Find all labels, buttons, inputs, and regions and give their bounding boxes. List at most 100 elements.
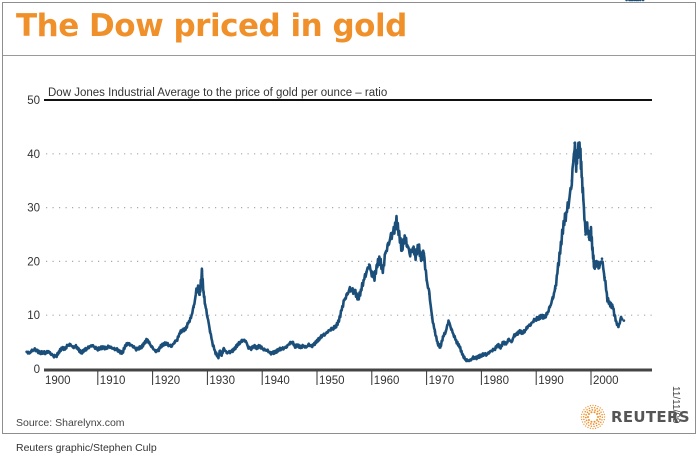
data-point bbox=[225, 351, 228, 355]
logo-dot bbox=[589, 422, 592, 425]
data-point bbox=[373, 276, 376, 279]
data-point bbox=[600, 257, 604, 261]
data-point bbox=[293, 345, 297, 348]
data-point bbox=[214, 351, 217, 355]
data-point bbox=[30, 349, 34, 353]
graphic-credit: Reuters graphic/Stephen Culp bbox=[16, 442, 157, 454]
data-point bbox=[323, 332, 327, 336]
data-point bbox=[597, 265, 601, 269]
data-point bbox=[554, 287, 557, 290]
data-point bbox=[159, 345, 163, 348]
logo-dot bbox=[601, 413, 603, 416]
data-point bbox=[428, 292, 431, 296]
data-point bbox=[291, 340, 294, 344]
data-point bbox=[200, 269, 204, 273]
data-point bbox=[436, 341, 439, 345]
series-layer bbox=[25, 0, 645, 363]
data-point bbox=[154, 349, 157, 353]
data-point bbox=[88, 345, 91, 348]
x-tick-label: 1940 bbox=[264, 375, 290, 387]
logo-dot bbox=[590, 420, 593, 423]
data-point bbox=[66, 344, 69, 347]
data-point bbox=[589, 230, 593, 234]
x-tick-label: 1990 bbox=[538, 375, 564, 387]
data-point bbox=[545, 312, 549, 316]
data-point bbox=[370, 271, 374, 275]
data-point bbox=[578, 147, 582, 150]
data-point bbox=[63, 347, 67, 351]
logo-dot bbox=[594, 409, 597, 412]
logo-dot bbox=[581, 421, 584, 423]
data-point bbox=[326, 330, 330, 333]
data-point bbox=[532, 319, 535, 322]
data-point bbox=[574, 163, 578, 166]
data-point bbox=[258, 344, 261, 348]
logo-dot bbox=[587, 421, 590, 424]
data-point bbox=[178, 331, 182, 334]
data-point bbox=[192, 305, 195, 309]
data-point bbox=[351, 289, 354, 293]
series-line-dow-gold-ratio bbox=[25, 141, 624, 363]
logo-dot bbox=[598, 423, 600, 426]
logo-dot bbox=[599, 415, 602, 418]
data-point bbox=[44, 351, 47, 355]
logo-dot bbox=[603, 416, 606, 418]
data-point bbox=[356, 297, 360, 301]
data-point bbox=[639, 0, 642, 2]
data-point bbox=[641, 0, 645, 2]
data-point bbox=[196, 287, 200, 290]
data-point bbox=[41, 351, 45, 354]
data-point bbox=[466, 359, 470, 363]
data-point bbox=[236, 343, 239, 347]
data-point bbox=[91, 344, 94, 347]
logo-dot bbox=[597, 426, 599, 429]
data-point bbox=[206, 315, 209, 318]
data-point bbox=[47, 349, 50, 353]
data-point bbox=[118, 350, 121, 354]
data-point bbox=[537, 316, 541, 320]
logo-dot bbox=[598, 418, 601, 421]
data-point bbox=[198, 293, 201, 297]
data-point bbox=[411, 246, 415, 250]
logo-dot bbox=[581, 413, 583, 416]
data-point bbox=[603, 276, 606, 279]
data-point bbox=[392, 230, 396, 234]
data-point bbox=[548, 305, 552, 309]
data-point bbox=[134, 347, 138, 351]
logo-dot bbox=[599, 421, 602, 424]
data-point bbox=[452, 334, 456, 337]
data-point bbox=[313, 343, 316, 346]
data-point bbox=[576, 149, 580, 153]
data-point bbox=[595, 260, 598, 263]
data-point bbox=[447, 319, 450, 322]
data-point bbox=[318, 337, 322, 340]
data-point bbox=[439, 346, 442, 349]
data-point bbox=[460, 352, 464, 356]
y-tick-label: 50 bbox=[27, 95, 40, 107]
logo-dot bbox=[602, 421, 605, 423]
data-point bbox=[570, 179, 574, 182]
data-point bbox=[173, 340, 176, 344]
data-point bbox=[526, 324, 530, 328]
data-point bbox=[636, 0, 640, 2]
data-point bbox=[280, 347, 283, 350]
logo-dot bbox=[583, 409, 585, 411]
data-point bbox=[515, 332, 519, 336]
data-point bbox=[151, 346, 154, 350]
data-point bbox=[249, 347, 253, 350]
logo-dot bbox=[591, 408, 594, 411]
data-point bbox=[386, 244, 390, 247]
data-point bbox=[367, 263, 371, 266]
chart-frame bbox=[2, 2, 696, 434]
logo-dot bbox=[585, 425, 587, 427]
logo-dot bbox=[599, 425, 601, 427]
data-point bbox=[608, 303, 612, 306]
data-point bbox=[132, 345, 135, 348]
x-tick-label: 2000 bbox=[593, 375, 619, 387]
logo-dot bbox=[586, 411, 589, 414]
data-point bbox=[406, 244, 409, 247]
data-point bbox=[499, 346, 502, 349]
data-point bbox=[403, 234, 407, 237]
data-point bbox=[591, 249, 594, 252]
